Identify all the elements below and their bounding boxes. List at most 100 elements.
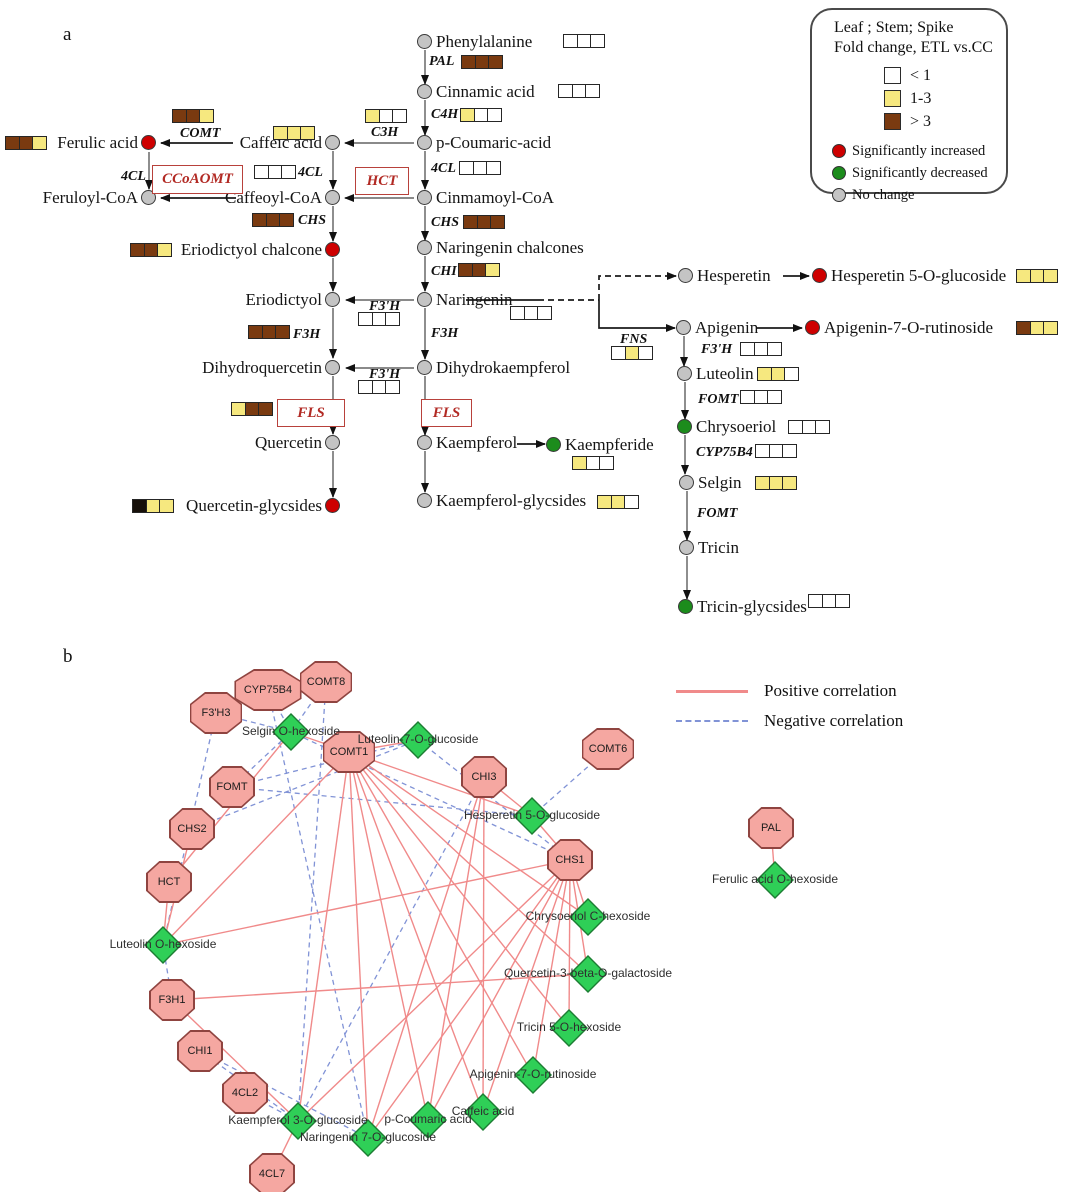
compound-node-label: Hesperetin 5-O-glucoside — [463, 808, 601, 822]
positive-correlation-label: Positive correlation — [764, 681, 897, 700]
enzyme-label: COMT — [180, 126, 221, 141]
metabolite-label: Luteolin — [696, 364, 754, 383]
metabolite-label: Hesperetin — [697, 266, 771, 285]
compound-node-label: Luteolin O-hexoside — [109, 937, 217, 951]
metabolite-node — [679, 475, 694, 490]
fold-change-cell — [385, 312, 401, 326]
metabolite-label: Selgin — [698, 473, 742, 492]
legend-decreased-dot — [832, 166, 846, 180]
gene-node-body: COMT8 — [301, 662, 351, 702]
fold-change-cell — [638, 346, 654, 360]
fold-change-cell — [490, 215, 506, 229]
correlation-edge-positive — [568, 859, 571, 1029]
fold-change-boxes — [597, 495, 640, 509]
correlation-edge-positive — [348, 751, 369, 1139]
compound-node-label: Ferulic acid O-hexoside — [711, 872, 839, 886]
metabolite-label: Apigenin — [695, 318, 759, 337]
enzyme-box: FLS — [277, 399, 345, 427]
correlation-edge-positive — [367, 776, 485, 1139]
legend-tissues-line: Leaf ; Stem; Spike — [834, 19, 954, 36]
gene-node-label: 4CL7 — [258, 1168, 286, 1180]
enzyme-label: 4CL — [121, 169, 146, 184]
metabolite-label: Phenylalanine — [436, 32, 533, 51]
gene-node-label: COMT1 — [329, 746, 369, 758]
legend-nochange-dot — [832, 188, 846, 202]
legend-increased-dot — [832, 144, 846, 158]
legend-label-1to3: 1-3 — [910, 89, 932, 107]
enzyme-label: CHI — [431, 264, 457, 279]
legend-label-lt1: < 1 — [910, 66, 932, 84]
gene-node-label: CHI3 — [471, 771, 497, 783]
gene-node-label: CHS1 — [555, 854, 585, 866]
gene-node-body: CHI1 — [178, 1031, 222, 1071]
fold-change-boxes — [461, 55, 504, 69]
legend-increased-label: Significantly increased — [852, 142, 986, 159]
gene-node: COMT6 — [581, 728, 635, 770]
compound-node-label: Quercetin-3-beta-O-galactoside — [503, 966, 673, 980]
fold-change-cell — [488, 55, 504, 69]
fold-change-cell — [487, 108, 503, 122]
fold-change-boxes — [130, 243, 173, 257]
correlation-edge-positive — [482, 776, 485, 1113]
compound-node-label: Chrysoeriol C-hexoside — [525, 909, 651, 923]
gene-node: CHI1 — [177, 1030, 223, 1072]
metabolite-label: Kaempferol — [436, 433, 518, 452]
correlation-edge-positive — [162, 751, 350, 946]
enzyme-label: C3H — [371, 125, 399, 140]
fold-change-boxes — [611, 346, 654, 360]
gene-node-label: COMT8 — [306, 676, 346, 688]
legend-foldchange-line: Fold change, ETL vs.CC — [834, 39, 993, 56]
metabolite-node — [417, 360, 432, 375]
fold-change-boxes — [740, 342, 783, 356]
gene-node-body: CHS1 — [548, 840, 592, 880]
enzyme-label: CYP75B4 — [696, 445, 753, 460]
correlation-edge-positive — [348, 751, 570, 1029]
fold-change-boxes — [757, 367, 800, 381]
compound-node-label: p-Coumaric acid — [384, 1112, 472, 1126]
gene-node-body: CYP75B4 — [236, 670, 300, 710]
metabolite-node — [325, 135, 340, 150]
correlation-edge-positive — [171, 973, 589, 1001]
enzyme-label: FNS — [620, 332, 648, 347]
correlation-edge-negative — [199, 1050, 369, 1139]
metabolite-label: Ferulic acid — [57, 133, 138, 152]
metabolite-label: Naringenin — [436, 290, 513, 309]
negative-correlation-label: Negative correlation — [764, 711, 904, 730]
metabolite-node — [676, 320, 691, 335]
fold-change-cell — [585, 84, 601, 98]
correlation-edge-positive — [367, 859, 571, 1139]
fold-change-boxes — [1016, 269, 1059, 283]
correlation-edge-positive — [532, 859, 571, 1076]
fold-change-boxes — [510, 306, 553, 320]
correlation-edge-positive — [348, 751, 484, 1113]
fold-change-boxes — [365, 109, 408, 123]
fold-change-boxes — [1016, 321, 1059, 335]
metabolite-label: Tricin-glycsides — [697, 597, 807, 616]
gene-node-body: PAL — [749, 808, 793, 848]
metabolite-label: Kaempferide — [565, 435, 654, 454]
compound-node-label: Apigenin-7-O-rutinoside — [469, 1067, 597, 1081]
fold-change-boxes — [808, 594, 851, 608]
correlation-edge-negative — [297, 681, 327, 1122]
fold-change-cell — [392, 109, 408, 123]
fold-change-cell — [279, 213, 295, 227]
metabolite-label: Quercetin-glycsides — [186, 496, 322, 515]
correlation-edge-negative — [267, 689, 369, 1139]
fold-change-cell — [784, 367, 800, 381]
gene-node: 4CL7 — [249, 1153, 295, 1192]
enzyme-label: C4H — [431, 107, 459, 122]
pathway-arrow — [598, 272, 677, 300]
fold-change-boxes — [463, 215, 506, 229]
panel-a-label: a — [63, 24, 72, 45]
fold-change-boxes — [755, 444, 798, 458]
correlation-edge-positive — [348, 751, 534, 1076]
gene-node-label: F3H1 — [158, 994, 186, 1006]
metabolite-node — [325, 360, 340, 375]
metabolite-label: Feruloyl-CoA — [42, 188, 138, 207]
panel-b-label: b — [63, 646, 73, 667]
metabolite-label: Eriodictyol chalcone — [180, 240, 322, 259]
fold-change-cell — [486, 161, 502, 175]
fold-change-cell — [281, 165, 297, 179]
metabolite-node — [812, 268, 827, 283]
